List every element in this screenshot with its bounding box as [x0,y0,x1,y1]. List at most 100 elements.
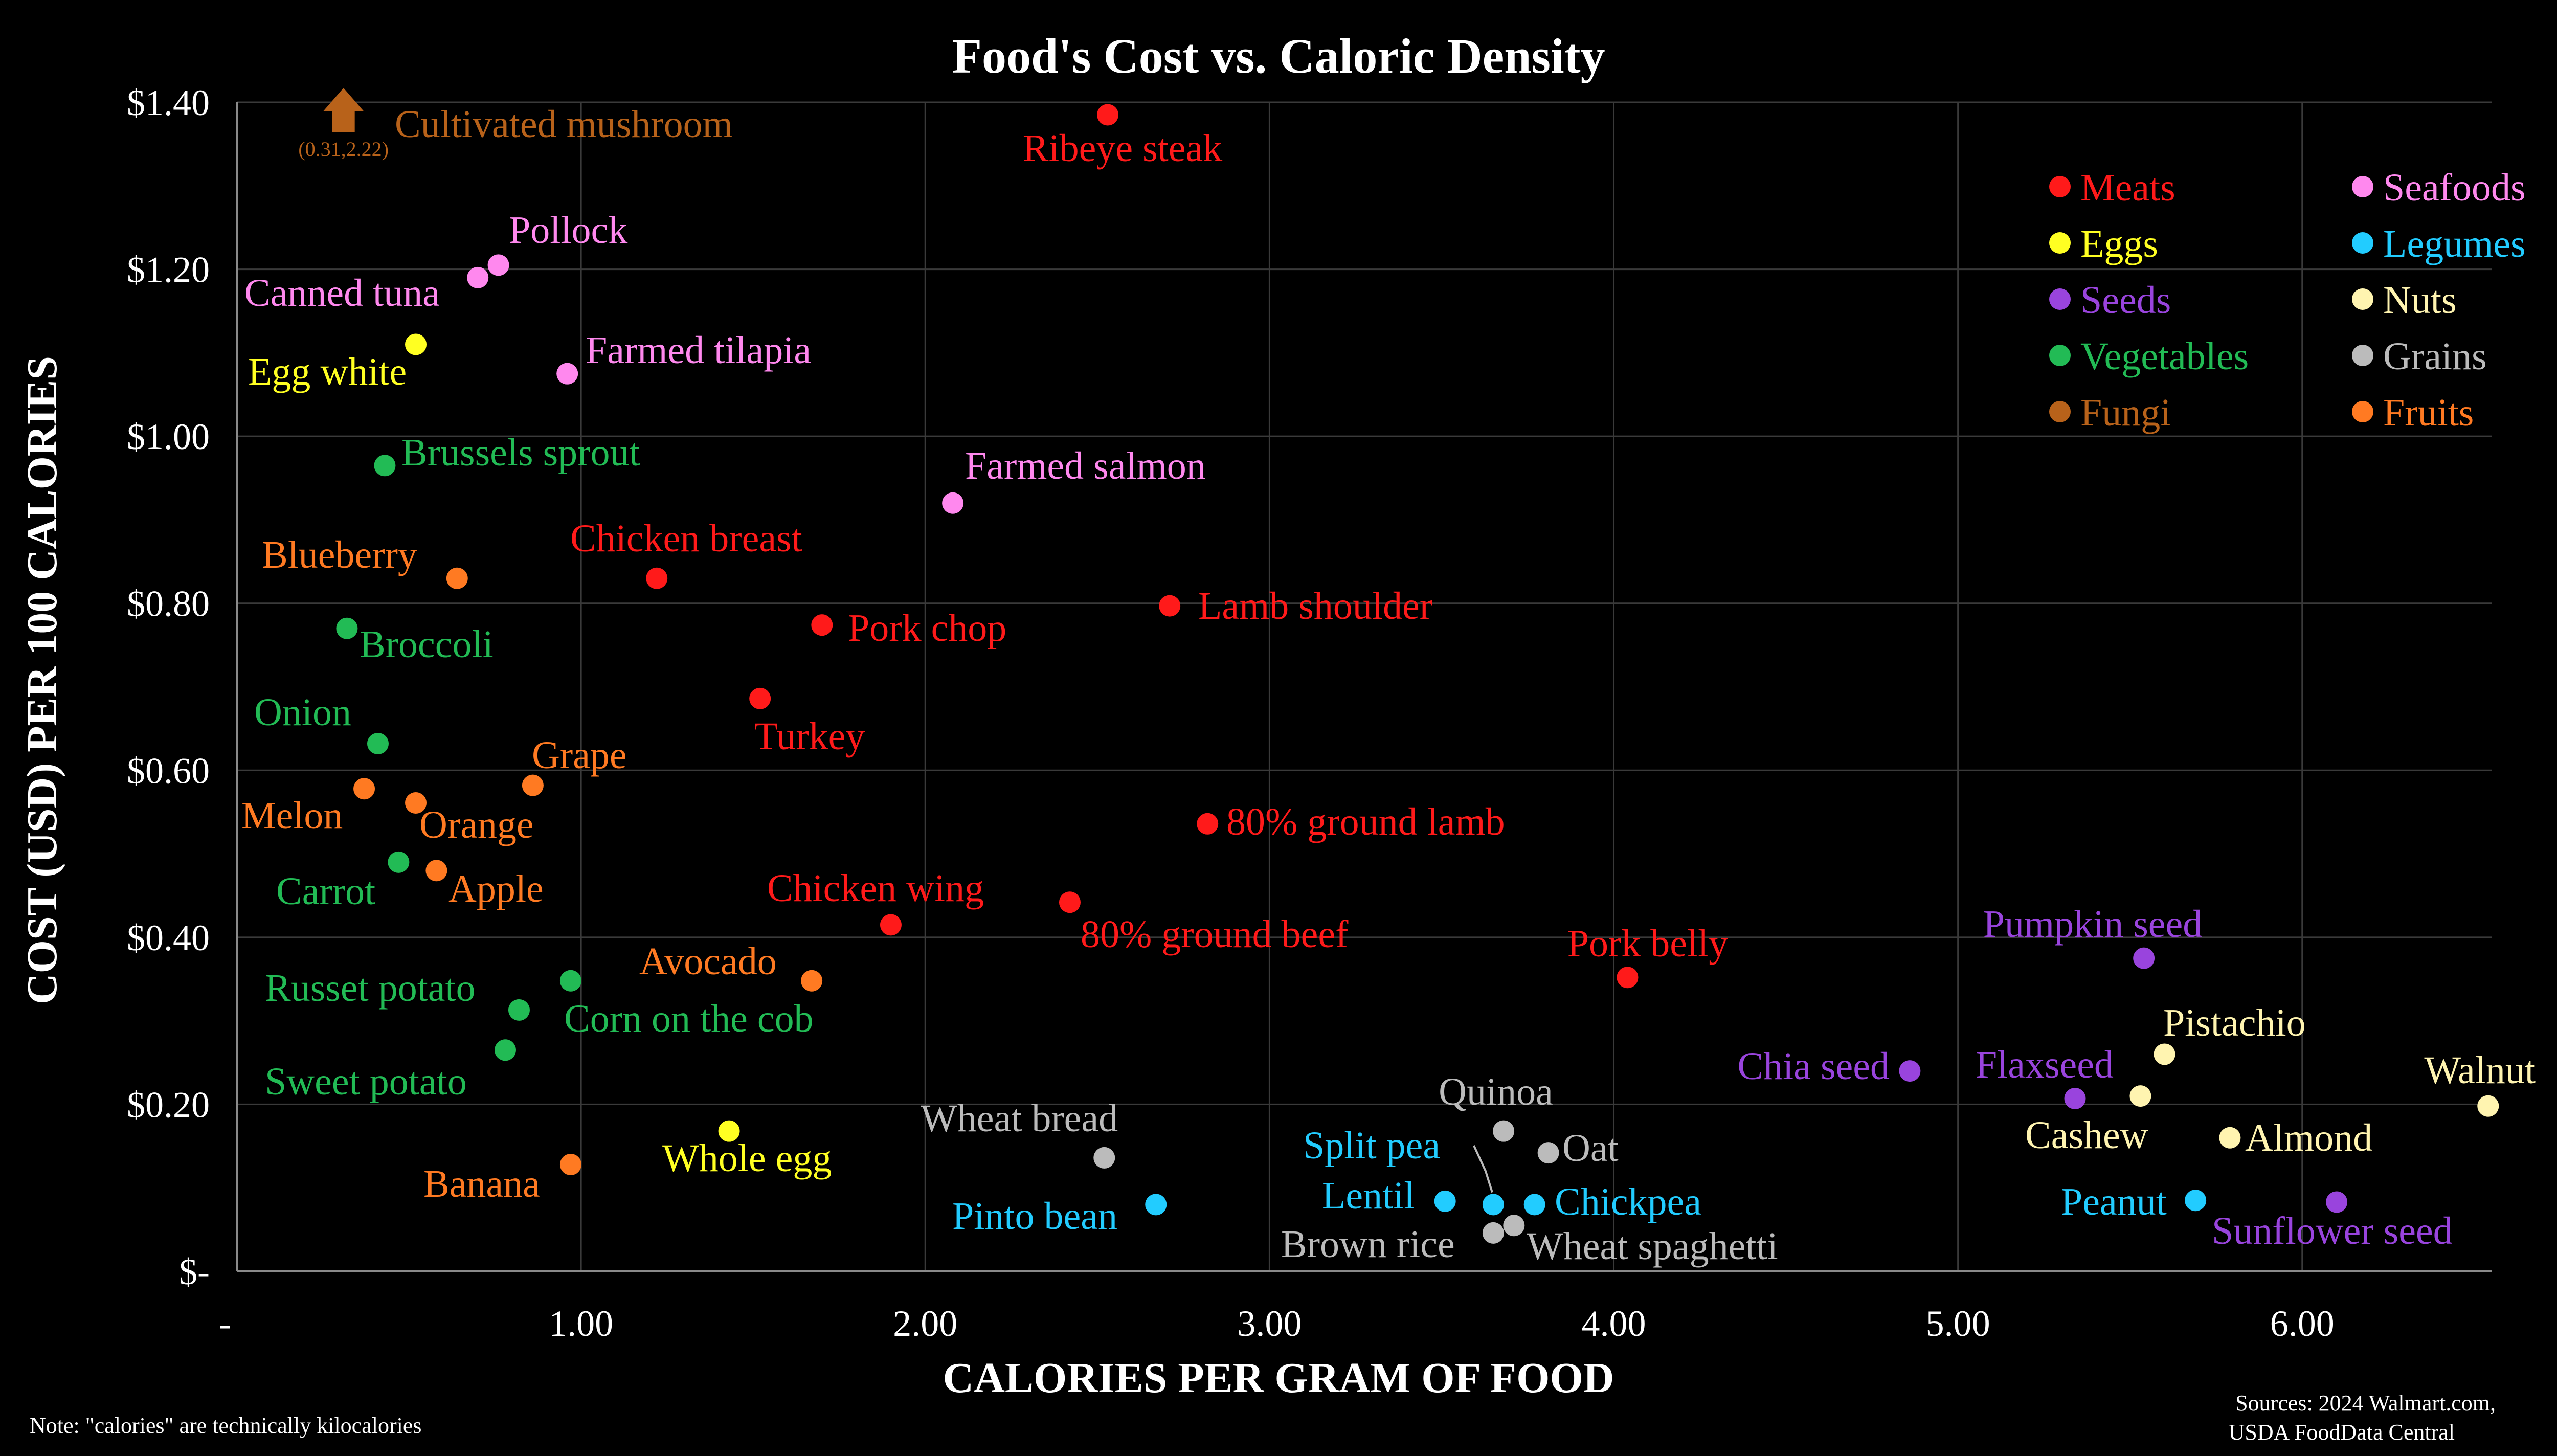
data-point [880,914,902,936]
data-point [1145,1194,1167,1216]
data-point [1617,967,1639,989]
legend-label: Seeds [2080,279,2171,322]
offscale-coordinates: (0.31,2.22) [298,138,389,161]
point-label: Ribeye steak [1023,127,1222,170]
point-label: Oat [1562,1127,1619,1170]
data-point [1097,104,1119,126]
data-point [1899,1060,1921,1082]
x-tick-label: 1.00 [549,1303,613,1344]
data-point [336,617,358,639]
point-label: Orange [419,803,534,846]
y-tick-label: $0.80 [127,584,210,624]
legend-marker [2049,401,2071,422]
x-tick-label: 3.00 [1237,1303,1302,1344]
data-point [1482,1222,1504,1244]
data-point [367,733,389,755]
point-label: Sunflower seed [2212,1209,2453,1252]
point-label: Corn on the cob [564,997,814,1040]
legend-marker [2049,288,2071,310]
legend-label: Fungi [2080,391,2171,434]
point-label: Brown rice [1281,1223,1455,1266]
data-point [2219,1127,2241,1149]
data-point [353,778,375,800]
data-point [374,455,396,477]
data-point [2477,1095,2499,1117]
data-point [559,970,581,992]
point-label: Split pea [1303,1124,1440,1167]
point-label: Melon [241,794,343,837]
point-label: Turkey [754,715,865,758]
point-label: Pinto bean [952,1195,1117,1238]
y-tick-label: $- [179,1251,210,1292]
legend-marker [2049,176,2071,197]
data-point [467,266,489,288]
y-tick-label: $1.00 [127,416,210,457]
point-label: Avocado [639,940,777,983]
data-point [1523,1194,1545,1216]
point-label: Almond [2245,1116,2372,1159]
legend: Meats Seafoods Eggs Legumes Seeds Nuts Vegetab… [2049,166,2526,434]
legend-label: Fruits [2383,391,2474,434]
point-label: Blueberry [262,533,417,576]
legend-marker [2352,345,2373,366]
data-point [1159,595,1181,617]
chart-title: Food's Cost vs. Caloric Density [952,29,1605,83]
y-tick-label: $0.40 [127,917,210,958]
y-tick-label: $1.20 [127,250,210,290]
point-label: Pork chop [848,607,1006,649]
data-point [522,774,544,796]
point-label: Wheat bread [921,1097,1118,1140]
point-label: Grape [532,734,627,777]
data-point [1434,1190,1456,1212]
data-point [495,1039,517,1061]
legend-marker [2352,401,2373,422]
data-point [2326,1191,2348,1213]
point-label: Lamb shoulder [1198,585,1432,628]
point-label: Apple [448,867,544,910]
point-label: Sweet potato [265,1060,467,1103]
point-label: Broccoli [360,623,494,666]
data-point [1537,1142,1559,1164]
point-label: Whole egg [662,1137,832,1180]
point-label: Wheat spaghetti [1527,1225,1778,1268]
point-label: Chickpea [1555,1180,1701,1223]
data-point [405,333,427,355]
legend-label: Grains [2383,335,2487,378]
point-label: Pistachio [2163,1001,2306,1044]
y-axis-label: COST (USD) PER 100 CALORIES [18,356,66,1004]
y-tick-label: $0.20 [127,1084,210,1125]
legend-marker [2352,176,2373,197]
sources-line-1: Sources: 2024 Walmart.com, [2235,1391,2496,1416]
x-tick-label: 4.00 [1582,1303,1646,1344]
point-label: Banana [423,1162,540,1205]
data-point [801,970,823,992]
point-label: Pollock [509,209,627,252]
point-label: 80% ground beef [1081,913,1349,956]
point-label: Lentil [1322,1174,1415,1217]
data-point [487,254,509,276]
axes [236,102,2492,1272]
point-label: Pumpkin seed [1983,903,2203,946]
data-point [1197,813,1219,835]
data-point [646,567,668,589]
point-label: Cultivated mushroom [395,103,733,146]
data-point [1482,1194,1504,1216]
data-point [2154,1043,2175,1065]
data-point [942,492,964,514]
legend-label: Seafoods [2383,166,2526,209]
data-point [811,614,833,636]
data-point [446,567,468,589]
data-point [2064,1087,2086,1109]
legend-label: Eggs [2080,222,2158,265]
point-label: 80% ground lamb [1226,800,1505,843]
point-label: Carrot [276,870,375,913]
point-label: Russet potato [265,967,476,1010]
x-axis-label: CALORIES PER GRAM OF FOOD [943,1354,1614,1402]
point-label: Farmed salmon [965,444,1206,487]
point-label: Quinoa [1439,1070,1553,1113]
point-labels: Ribeye steak Pollock Canned tuna Egg white F… [241,127,2536,1268]
data-points [336,104,2499,1244]
legend-marker [2352,288,2373,310]
legend-marker [2049,232,2071,254]
